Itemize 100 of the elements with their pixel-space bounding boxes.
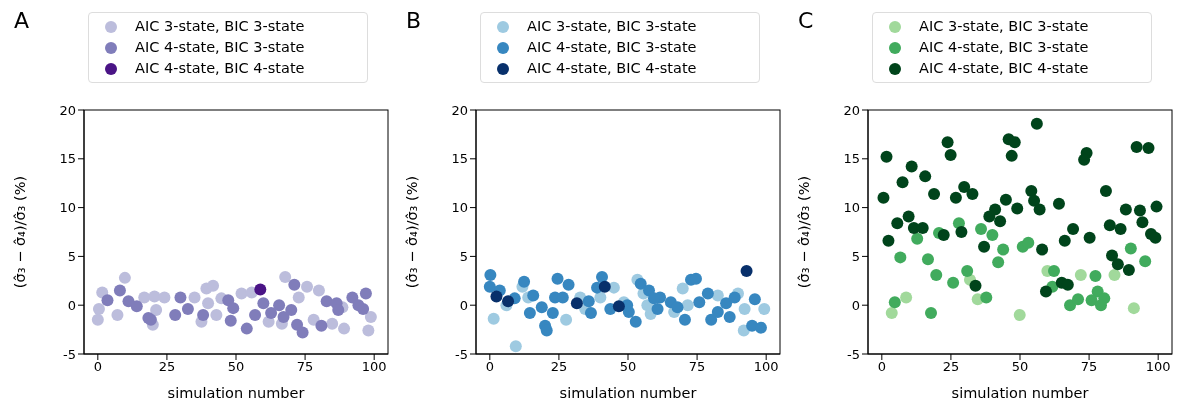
y-tick-label: 0	[851, 297, 860, 313]
point	[273, 299, 286, 312]
point	[994, 215, 1007, 228]
legend-label: AIC 4-state, BIC 4-state	[135, 59, 305, 78]
point	[949, 191, 962, 204]
point	[1127, 302, 1140, 315]
point	[111, 308, 124, 321]
point	[885, 307, 898, 320]
point	[997, 243, 1010, 256]
point	[681, 299, 694, 312]
point	[975, 223, 988, 236]
legend-label: AIC 4-state, BIC 3-state	[135, 38, 305, 57]
point	[1033, 203, 1046, 216]
point	[249, 308, 262, 321]
x-tick-label: 0	[93, 359, 102, 375]
point	[676, 282, 689, 295]
point	[896, 176, 909, 189]
x-tick-label: 25	[550, 359, 568, 375]
point	[999, 193, 1012, 206]
point	[320, 295, 333, 308]
y-tick-label: 0	[459, 297, 468, 313]
point	[1025, 185, 1038, 198]
point	[118, 271, 131, 284]
point	[720, 297, 733, 310]
point	[1083, 231, 1096, 244]
point	[1011, 202, 1024, 215]
point	[891, 217, 904, 230]
point	[877, 191, 890, 204]
point	[240, 322, 253, 335]
point	[882, 234, 895, 247]
point	[986, 228, 999, 241]
point	[288, 278, 301, 291]
point	[1124, 242, 1137, 255]
x-tick-label: 50	[619, 359, 637, 375]
point	[944, 148, 957, 161]
point	[509, 340, 522, 353]
x-tick-label: 100	[753, 359, 779, 375]
y-tick-label: 20	[843, 102, 860, 118]
point	[560, 313, 573, 326]
y-tick-label: 10	[843, 200, 860, 216]
point	[277, 310, 290, 323]
x-tick-label: 75	[1080, 359, 1098, 375]
point	[919, 170, 932, 183]
point	[1085, 294, 1098, 307]
y-tick-label: -5	[63, 346, 76, 362]
point	[1136, 216, 1149, 229]
point	[1130, 141, 1143, 154]
point	[1150, 200, 1163, 213]
point	[224, 314, 237, 327]
point	[1094, 299, 1107, 312]
point	[138, 291, 151, 304]
point	[364, 310, 377, 323]
point	[207, 279, 220, 292]
point	[301, 280, 314, 293]
point	[937, 228, 950, 241]
point	[1111, 258, 1124, 271]
point	[202, 297, 215, 310]
point	[1047, 265, 1060, 278]
point	[693, 296, 706, 309]
point	[1103, 219, 1116, 232]
point	[955, 226, 968, 238]
point	[326, 317, 339, 330]
point	[1122, 264, 1135, 277]
point	[359, 287, 372, 300]
point	[338, 322, 351, 335]
x-tick-label: 25	[942, 359, 960, 375]
legend-label: AIC 4-state, BIC 4-state	[919, 59, 1089, 78]
x-tick-label: 0	[877, 359, 886, 375]
legend-label: AIC 3-state, BIC 3-state	[919, 17, 1089, 36]
point	[900, 291, 913, 304]
y-axis-title: (σ̂₃ − σ̂₄)/σ̂₃ (%)	[796, 175, 813, 289]
point	[1106, 249, 1119, 262]
point	[292, 291, 305, 304]
point	[150, 304, 163, 317]
point	[257, 297, 270, 310]
point	[961, 265, 974, 278]
point	[911, 232, 924, 245]
point	[880, 150, 893, 163]
point	[711, 306, 724, 319]
point	[941, 136, 954, 149]
point	[758, 303, 771, 316]
x-tick-label: 75	[296, 359, 314, 375]
point	[483, 280, 496, 293]
point	[1064, 299, 1077, 312]
point	[678, 313, 691, 326]
x-tick-label: 25	[158, 359, 176, 375]
y-axis-title: (σ̂₃ − σ̂₄)/σ̂₃ (%)	[404, 175, 421, 289]
x-tick-label: 75	[688, 359, 706, 375]
point	[596, 270, 609, 283]
point	[947, 276, 960, 289]
point	[285, 304, 298, 317]
point	[227, 302, 240, 315]
point	[158, 291, 171, 304]
point	[181, 303, 194, 316]
point	[1108, 268, 1121, 281]
y-tick-label: 10	[451, 200, 468, 216]
chart-title: C	[798, 8, 814, 33]
point	[905, 160, 918, 173]
point	[711, 289, 724, 302]
point	[1058, 234, 1071, 247]
